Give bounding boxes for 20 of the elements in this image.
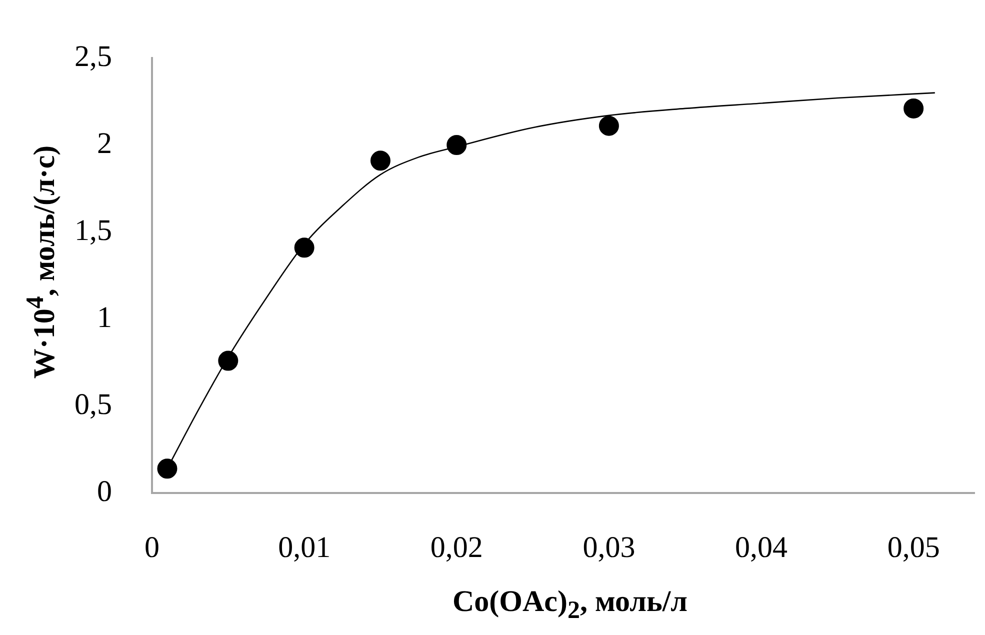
x-tick-label: 0,05 — [887, 530, 940, 564]
y-tick-label: 0 — [97, 474, 112, 508]
x-tick-label: 0,04 — [735, 530, 788, 564]
y-tick-label: 0,5 — [74, 388, 112, 421]
x-tick-label: 0 — [144, 530, 160, 564]
x-tick-label: 0,01 — [278, 530, 331, 564]
x-axis-title: Co(OAc)$_{2}$, моль/л — [452, 585, 688, 625]
point — [370, 150, 390, 171]
y-tick-label: 1,5 — [74, 214, 112, 247]
x-tick-label: 0,02 — [430, 530, 483, 564]
point — [218, 350, 238, 371]
x-tick-label: 0,03 — [582, 530, 636, 564]
point — [904, 98, 924, 118]
point — [157, 458, 178, 479]
y-tick-label: 2,5 — [74, 40, 112, 73]
point — [598, 116, 619, 136]
point — [446, 135, 467, 155]
point — [294, 238, 314, 258]
y-tick-label: 2 — [97, 126, 112, 160]
y-tick-label: 1 — [97, 300, 112, 334]
